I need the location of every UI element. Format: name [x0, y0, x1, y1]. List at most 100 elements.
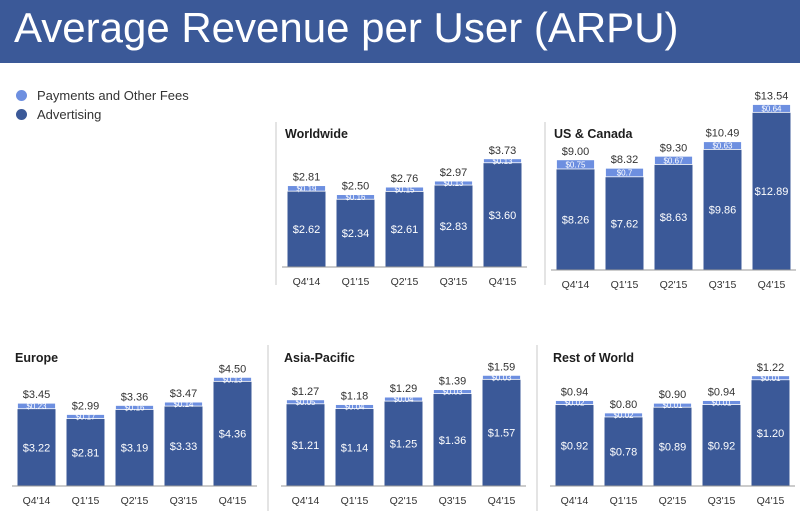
data-label-advertising: $8.26 — [562, 214, 590, 226]
bar-advertising-europe — [17, 408, 56, 486]
bar-payments-europe — [213, 376, 252, 382]
bar-payments-europe — [66, 414, 105, 419]
data-label-advertising: $1.14 — [341, 442, 369, 454]
data-label-payments: $0.03 — [491, 373, 512, 382]
bar-advertising-rest-of-world — [751, 379, 790, 486]
x-tick-label: Q4'15 — [489, 276, 517, 288]
bar-advertising-rest-of-world — [702, 404, 741, 486]
data-label-payments: $0.01 — [760, 374, 781, 383]
bar-payments-us-canada — [654, 155, 693, 165]
data-label-payments: $0.16 — [124, 403, 145, 412]
bar-payments-asia-pacific — [433, 389, 472, 395]
bar-payments-rest-of-world — [604, 412, 643, 418]
x-tick-label: Q1'15 — [341, 495, 369, 507]
legend-swatch-advertising — [16, 109, 27, 120]
data-label-advertising: $4.36 — [219, 429, 247, 441]
data-label-total: $2.81 — [293, 172, 321, 184]
data-label-total: $10.49 — [706, 128, 740, 140]
data-label-total: $2.99 — [72, 400, 100, 412]
data-label-total: $1.18 — [341, 391, 369, 403]
data-label-total: $1.22 — [757, 362, 785, 374]
data-label-total: $1.29 — [390, 383, 418, 395]
bar-advertising-us-canada — [605, 176, 644, 270]
x-tick-label: Q4'14 — [23, 495, 51, 507]
x-tick-label: Q3'15 — [439, 495, 467, 507]
data-label-payments: $0.13 — [443, 179, 464, 188]
bar-advertising-rest-of-world — [555, 404, 594, 486]
data-label-total: $0.80 — [610, 399, 638, 411]
bar-advertising-worldwide — [483, 162, 522, 267]
data-label-payments: $0.14 — [173, 400, 194, 409]
chart-title-worldwide: Worldwide — [285, 127, 348, 141]
x-tick-label: Q3'15 — [170, 495, 198, 507]
data-label-payments: $0.13 — [222, 375, 243, 384]
data-label-payments: $0.04 — [393, 395, 414, 404]
data-label-payments: $0.75 — [565, 160, 586, 169]
data-label-total: $13.54 — [755, 91, 789, 103]
data-label-advertising: $1.36 — [439, 435, 467, 447]
data-label-total: $3.36 — [121, 391, 149, 403]
bar-advertising-europe — [115, 409, 154, 486]
bar-payments-asia-pacific — [335, 404, 374, 409]
bar-payments-worldwide — [483, 158, 522, 164]
data-label-payments: $0.64 — [761, 104, 782, 113]
data-label-payments: $0.04 — [344, 403, 365, 412]
bar-payments-rest-of-world — [653, 402, 692, 408]
x-tick-label: Q2'15 — [391, 276, 419, 288]
page-title: Average Revenue per User (ARPU) — [14, 4, 679, 51]
bar-payments-asia-pacific — [384, 396, 423, 402]
x-tick-label: Q4'14 — [292, 495, 320, 507]
x-tick-label: Q2'15 — [660, 279, 688, 291]
data-label-advertising: $3.22 — [23, 442, 51, 454]
x-tick-label: Q4'15 — [758, 279, 786, 291]
bar-payments-rest-of-world — [702, 400, 741, 405]
data-label-total: $2.50 — [342, 181, 370, 193]
chart-title-asia-pacific: Asia-Pacific — [284, 351, 355, 365]
x-tick-label: Q3'15 — [709, 279, 737, 291]
data-label-total: $3.45 — [23, 389, 51, 401]
data-label-payments: $0.7 — [617, 169, 633, 178]
legend-swatch-payments — [16, 90, 27, 101]
bar-advertising-europe — [213, 381, 252, 486]
legend-label-payments: Payments and Other Fees — [37, 88, 189, 103]
data-label-payments: $0.67 — [663, 156, 684, 165]
x-tick-label: Q1'15 — [611, 279, 639, 291]
data-label-payments: $0.02 — [613, 411, 634, 420]
bar-payments-europe — [17, 402, 56, 410]
bar-advertising-rest-of-world — [604, 416, 643, 486]
chart-title-rest-of-world: Rest of World — [553, 351, 634, 365]
x-tick-label: Q2'15 — [390, 495, 418, 507]
x-tick-label: Q1'15 — [342, 276, 370, 288]
data-label-advertising: $0.78 — [610, 446, 638, 458]
bar-advertising-us-canada — [654, 164, 693, 270]
bar-advertising-worldwide — [434, 185, 473, 267]
bar-advertising-rest-of-world — [653, 407, 692, 486]
chart-title-europe: Europe — [15, 351, 58, 365]
data-label-total: $4.50 — [219, 363, 247, 375]
data-label-advertising: $9.86 — [709, 205, 737, 217]
x-tick-label: Q4'15 — [488, 495, 516, 507]
bar-payments-us-canada — [556, 159, 595, 170]
data-label-total: $9.30 — [660, 142, 688, 154]
legend-item-payments: Payments and Other Fees — [16, 86, 189, 105]
data-label-advertising: $7.62 — [611, 218, 639, 230]
data-label-total: $1.27 — [292, 386, 320, 398]
bar-payments-us-canada — [605, 167, 644, 178]
bar-payments-europe — [115, 405, 154, 410]
data-label-payments: $0.15 — [394, 185, 415, 194]
data-label-payments: $0.01 — [662, 401, 683, 410]
legend-item-advertising: Advertising — [16, 105, 189, 124]
bar-payments-worldwide — [385, 186, 424, 192]
bar-payments-europe — [164, 401, 203, 407]
legend: Payments and Other Fees Advertising — [16, 86, 189, 124]
data-label-total: $0.94 — [708, 387, 736, 399]
data-label-total: $1.39 — [439, 376, 467, 388]
title-banner: Average Revenue per User (ARPU) — [0, 0, 800, 63]
x-tick-label: Q3'15 — [708, 495, 736, 507]
data-label-payments: $0.13 — [492, 157, 513, 166]
x-tick-label: Q3'15 — [440, 276, 468, 288]
data-label-total: $9.00 — [562, 146, 590, 158]
bar-payments-asia-pacific — [286, 399, 325, 405]
bar-payments-us-canada — [752, 104, 791, 113]
